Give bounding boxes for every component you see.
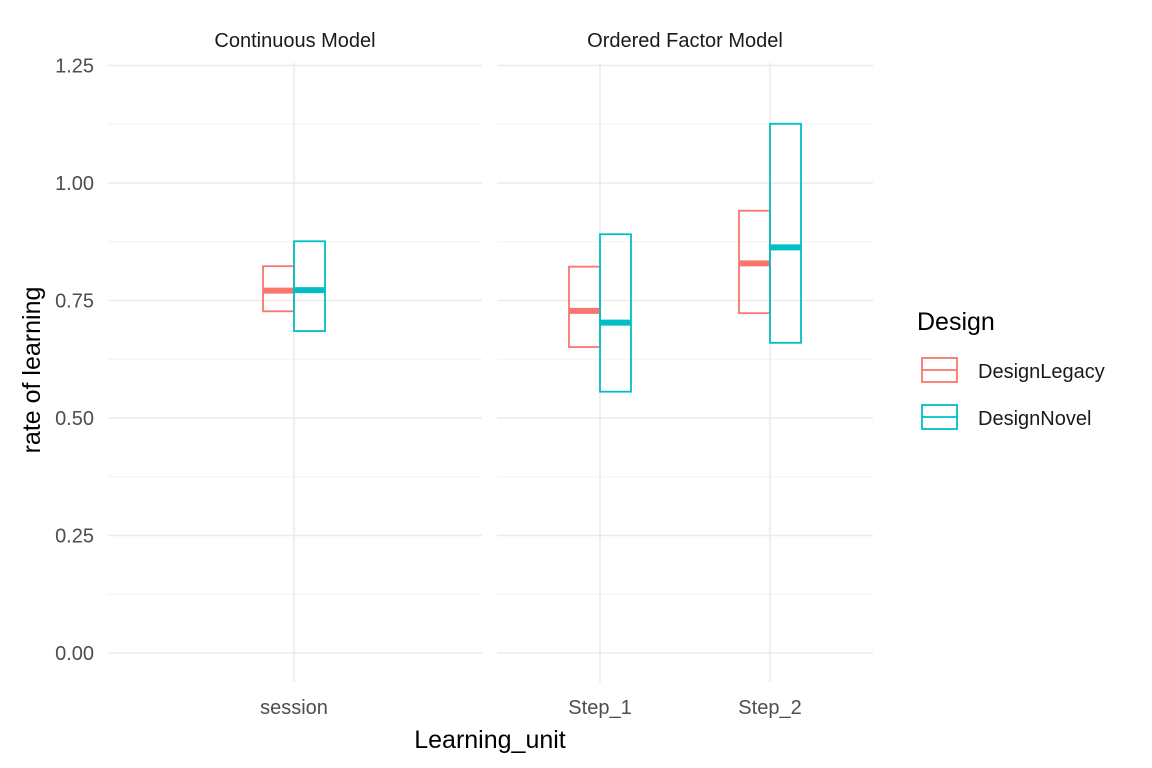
crossbar <box>568 265 601 348</box>
facet-title: Ordered Factor Model <box>587 30 783 52</box>
y-tick-label: 1.25 <box>55 56 94 78</box>
y-axis-title: rate of learning <box>18 287 46 454</box>
x-axis-title: Learning_unit <box>414 726 566 754</box>
crossbar <box>769 122 802 344</box>
y-tick-label: 0.00 <box>55 643 94 665</box>
y-tick-label: 0.50 <box>55 408 94 430</box>
crossbar <box>599 233 632 393</box>
x-tick-label: session <box>260 697 328 719</box>
crossbar <box>738 209 771 315</box>
y-tick-label: 0.75 <box>55 291 94 313</box>
crossbar-box <box>568 265 601 348</box>
facet-panels: Continuous Model session Ordered Factor Mo… <box>55 30 873 719</box>
x-tick-label: Step_2 <box>738 697 801 719</box>
facet-panel: Ordered Factor Model Step_1 Step_2 <box>497 30 873 719</box>
crossbar-box <box>599 233 632 393</box>
crossbar-box <box>293 240 326 332</box>
legend-label: DesignLegacy <box>978 361 1105 383</box>
legend-label: DesignNovel <box>978 408 1091 430</box>
y-tick-label: 0.25 <box>55 526 94 548</box>
legend-entry: DesignLegacy <box>921 357 1105 383</box>
crossbar <box>293 240 326 332</box>
facet-panel: Continuous Model session <box>108 30 482 719</box>
crossbar-box <box>769 122 802 344</box>
x-tick-label: Step_1 <box>568 697 631 719</box>
facet-title: Continuous Model <box>214 30 375 52</box>
crossbar <box>262 265 295 313</box>
y-tick-label: 1.00 <box>55 173 94 195</box>
legend-entry: DesignNovel <box>921 404 1091 430</box>
legend-title: Design <box>917 308 995 336</box>
legend: Design DesignLegacy DesignNovel <box>917 308 1105 430</box>
